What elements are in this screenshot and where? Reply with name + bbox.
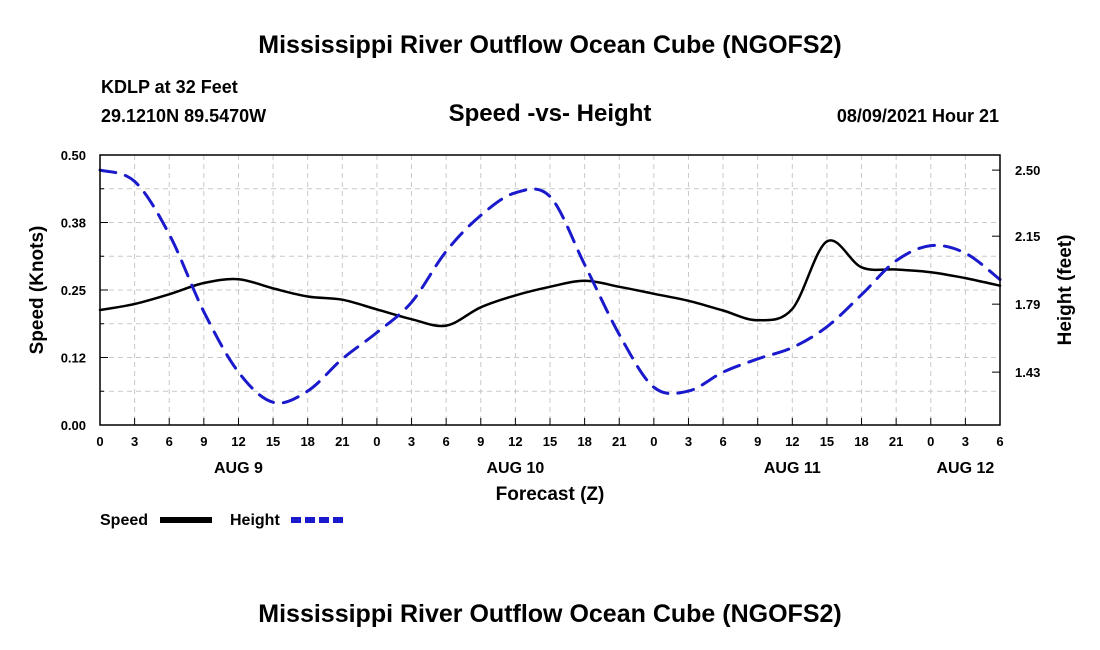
x-tick-label: 6 <box>719 434 726 449</box>
day-label: AUG 12 <box>936 460 994 477</box>
x-tick-label: 9 <box>754 434 761 449</box>
footer-title: Mississippi River Outflow Ocean Cube (NG… <box>258 600 842 628</box>
y2-axis-title: Height (feet) <box>1055 235 1076 346</box>
plot-frame <box>99 154 1001 426</box>
x-axis-title: Forecast (Z) <box>496 484 605 505</box>
x-tick-label: 18 <box>854 434 868 449</box>
x-tick-label: 21 <box>889 434 903 449</box>
x-tick-label: 18 <box>300 434 314 449</box>
day-label: AUG 9 <box>214 460 263 477</box>
x-tick-label: 9 <box>200 434 207 449</box>
x-tick-label: 12 <box>508 434 522 449</box>
x-tick-label: 6 <box>443 434 450 449</box>
x-tick-label: 15 <box>820 434 834 449</box>
x-tick-label: 3 <box>685 434 692 449</box>
y2-tick-label: 1.43 <box>1015 365 1040 380</box>
x-tick-label: 6 <box>996 434 1003 449</box>
chart-title: Mississippi River Outflow Ocean Cube (NG… <box>258 31 842 59</box>
station-coordinates: 29.1210N 89.5470W <box>101 106 267 126</box>
x-tick-label: 9 <box>477 434 484 449</box>
x-tick-label: 12 <box>785 434 799 449</box>
y2-tick-label: 2.15 <box>1015 229 1040 244</box>
station-label: KDLP at 32 Feet <box>101 77 238 97</box>
x-tick-label: 0 <box>650 434 657 449</box>
x-tick-label: 18 <box>577 434 591 449</box>
chart-subtitle: Speed -vs- Height <box>448 100 652 127</box>
y-tick-label: 0.12 <box>61 351 86 366</box>
y2-tick-label: 1.79 <box>1015 297 1040 312</box>
series-lines <box>98 168 1002 405</box>
grid-lines <box>100 155 1000 425</box>
y2-tick-label: 2.50 <box>1015 163 1040 178</box>
speed-series-line <box>98 239 1002 328</box>
y-tick-label: 0.50 <box>61 148 86 163</box>
x-tick-label: 3 <box>131 434 138 449</box>
x-tick-label: 21 <box>612 434 626 449</box>
legend-speed-label: Speed <box>100 512 148 529</box>
x-tick-label: 3 <box>962 434 969 449</box>
forecast-datetime: 08/09/2021 Hour 21 <box>836 106 999 126</box>
height-series-line <box>98 168 1002 405</box>
x-tick-label: 12 <box>231 434 245 449</box>
x-tick-label: 3 <box>408 434 415 449</box>
axis-labels: 0 3 6 9 12 15 18 21 0 3 6 9 12 15 18 21 0 3 6 9 12 15 18 21 0 3 6 0… <box>27 148 1076 505</box>
y-tick-label: 0.38 <box>61 216 86 231</box>
day-label: AUG 10 <box>486 460 544 477</box>
x-tick-label: 0 <box>373 434 380 449</box>
y-tick-label: 0.00 <box>61 418 86 433</box>
x-tick-label: 6 <box>166 434 173 449</box>
x-tick-label: 0 <box>927 434 934 449</box>
y-tick-label: 0.25 <box>61 283 86 298</box>
x-tick-label: 0 <box>96 434 103 449</box>
x-tick-label: 15 <box>543 434 557 449</box>
x-tick-label: 15 <box>266 434 280 449</box>
legend: Speed Height <box>100 512 343 529</box>
x-tick-label: 21 <box>335 434 349 449</box>
day-label: AUG 11 <box>764 460 821 477</box>
legend-height-label: Height <box>230 512 280 529</box>
y-axis-title: Speed (Knots) <box>27 226 48 355</box>
